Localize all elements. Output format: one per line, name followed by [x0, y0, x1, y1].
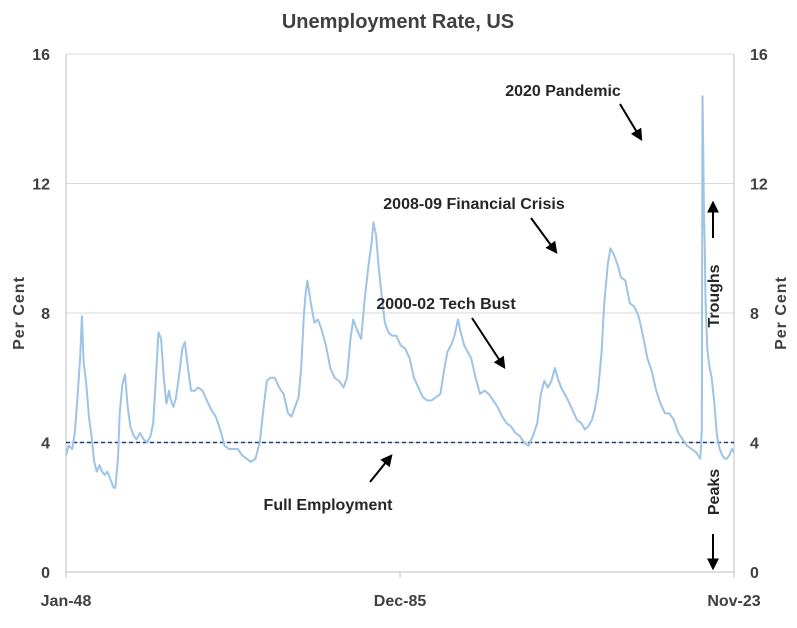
annotation-financial-crisis: 2008-09 Financial Crisis	[383, 196, 565, 213]
arrow-pandemic	[619, 103, 643, 142]
x-tick-2: Nov-23	[707, 593, 760, 610]
x-axis: Jan-48 Dec-85 Nov-23	[41, 572, 761, 610]
troughs-label: Troughs	[706, 264, 723, 327]
annotation-full-employment: Full Employment	[264, 497, 394, 514]
y-tick-left-0: 0	[41, 565, 50, 582]
y-tick-right-2: 8	[750, 306, 759, 323]
annotation-pandemic: 2020 Pandemic	[505, 83, 621, 100]
y-axis-left: 0 4 8 12 16	[32, 47, 50, 582]
y-tick-left-2: 8	[41, 306, 50, 323]
y-tick-right-4: 16	[750, 47, 768, 64]
x-tick-1: Dec-85	[374, 593, 427, 610]
arrow-tech-bust	[471, 317, 506, 370]
y-tick-left-1: 4	[41, 436, 50, 453]
unemployment-series-line	[65, 95, 735, 489]
peaks-label: Peaks	[706, 469, 723, 515]
y-tick-left-4: 16	[32, 47, 50, 64]
y-tick-right-0: 0	[750, 565, 759, 582]
arrow-financial-crisis	[530, 217, 558, 254]
y-axis-label-left: Per Cent	[11, 276, 28, 350]
y-tick-right-3: 12	[750, 177, 768, 194]
annotation-tech-bust: 2000-02 Tech Bust	[376, 296, 516, 313]
y-tick-left-3: 12	[32, 177, 50, 194]
y-tick-right-1: 4	[750, 436, 759, 453]
x-tick-0: Jan-48	[41, 593, 92, 610]
chart-title: Unemployment Rate, US	[282, 11, 514, 33]
gridlines	[66, 53, 734, 443]
y-axis-label-right: Per Cent	[773, 276, 790, 350]
arrow-full-employment	[369, 454, 393, 483]
y-axis-right: 0 4 8 12 16	[750, 47, 768, 582]
